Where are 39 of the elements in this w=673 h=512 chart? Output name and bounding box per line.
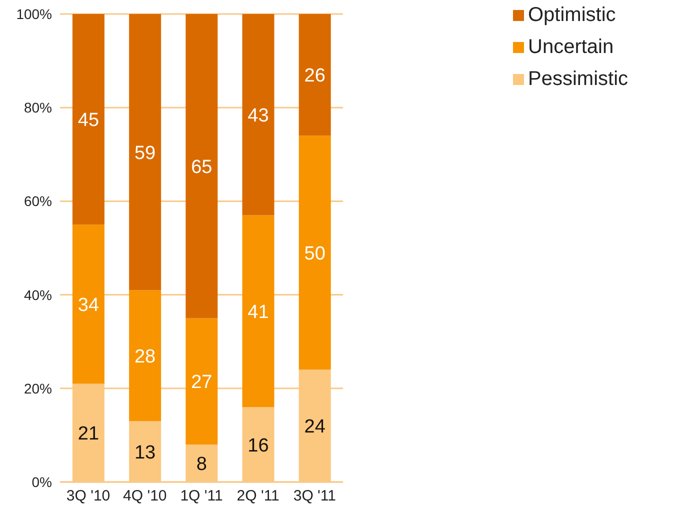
x-tick-label: 4Q '10 (123, 488, 167, 505)
x-tick-label: 1Q '11 (180, 488, 223, 505)
data-label: 16 (248, 435, 269, 456)
legend-label: Optimistic (528, 4, 616, 27)
bar (298, 14, 331, 136)
y-tick-label: 40% (24, 286, 52, 303)
data-label: 28 (134, 346, 156, 368)
data-label: 21 (78, 424, 100, 445)
data-label: 13 (134, 442, 156, 464)
bar (72, 224, 104, 384)
bar (186, 14, 218, 318)
bar (129, 290, 162, 422)
y-tick-label: 60% (24, 193, 52, 210)
data-label: 65 (191, 156, 212, 178)
y-tick-label: 0% (32, 474, 52, 490)
data-label: 24 (304, 416, 326, 438)
x-tick-label: 3Q '11 (293, 488, 336, 505)
bar (72, 14, 104, 225)
data-label: 34 (78, 294, 100, 316)
data-label: 50 (304, 243, 326, 264)
bar (298, 136, 331, 370)
data-label: 41 (248, 302, 269, 323)
bar (242, 215, 274, 408)
data-label: 27 (191, 372, 212, 394)
x-tick-label: 2Q '11 (236, 488, 280, 505)
y-tick-label: 100% (16, 6, 52, 22)
data-label: 26 (304, 66, 326, 87)
legend-label: Pessimistic (528, 68, 628, 91)
x-tick-label: 3Q '10 (66, 488, 110, 505)
data-label: 59 (134, 142, 156, 164)
bar (242, 14, 274, 216)
bar (129, 14, 162, 290)
legend-label: Uncertain (528, 36, 614, 59)
y-tick-label: 20% (24, 380, 52, 396)
data-label: 43 (248, 105, 269, 126)
data-label: 8 (196, 454, 207, 476)
data-label: 45 (78, 110, 100, 132)
bar (186, 318, 218, 445)
y-tick-label: 80% (24, 100, 52, 116)
